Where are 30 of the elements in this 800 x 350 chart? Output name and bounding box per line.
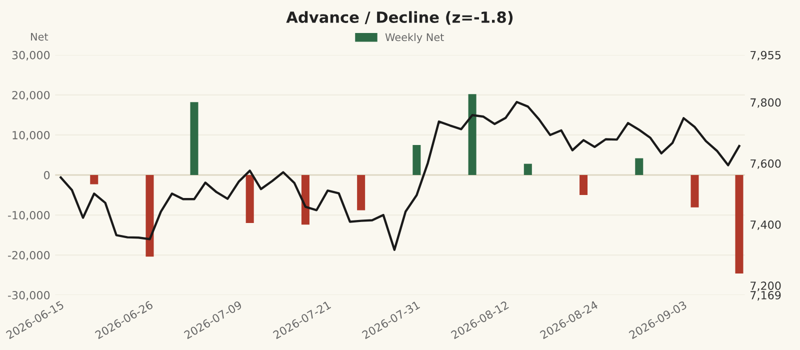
y-tick-label: 30,000 — [12, 50, 50, 60]
bar — [524, 164, 532, 175]
y-tick-label: -10,000 — [8, 210, 50, 221]
y2-tick-label: 7,600 — [750, 159, 781, 169]
y2-tick-label: 7,200 — [750, 282, 781, 292]
bar — [735, 175, 744, 274]
bar — [301, 175, 310, 225]
line-series — [60, 100, 740, 251]
y-tick-label: -30,000 — [8, 291, 50, 301]
y-tick-label: -20,000 — [8, 251, 50, 261]
bar — [357, 175, 366, 210]
bar — [190, 102, 198, 175]
y-tick-label: 10,000 — [12, 130, 50, 140]
bar — [690, 175, 699, 208]
y-axis-title: Net — [31, 32, 48, 41]
bar — [246, 175, 254, 224]
y2-tick-label: 7,800 — [750, 98, 781, 108]
bar — [468, 94, 476, 175]
y2-tick-label: 7,400 — [750, 220, 781, 230]
y-tick-label: 0 — [44, 170, 50, 180]
bar — [635, 158, 644, 175]
bar — [412, 144, 421, 175]
bar — [146, 175, 154, 257]
bar — [580, 175, 588, 196]
y2-tick-label: 7,955 — [750, 50, 780, 60]
chart-title: Advance / Decline (z=-1.8) — [286, 11, 513, 25]
legend-label: Weekly Net — [385, 33, 444, 44]
y-tick-label: 20,000 — [12, 90, 50, 100]
bar — [90, 175, 98, 184]
y2-tick-label: 7,169 — [750, 291, 781, 301]
